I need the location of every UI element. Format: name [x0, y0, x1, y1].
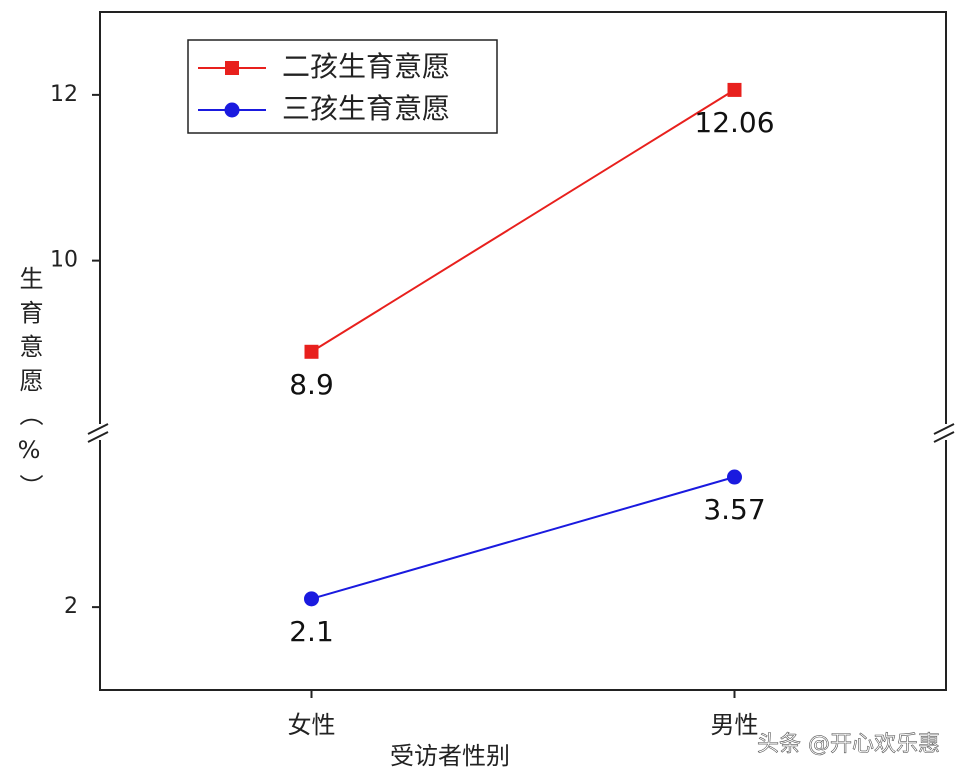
plot-frame — [99, 11, 947, 691]
y-axis-label: 生育意愿（%） — [15, 266, 43, 508]
data-label: 12.06 — [694, 106, 774, 139]
x-tick-label: 女性 — [288, 711, 336, 739]
marker — [304, 591, 319, 607]
data-label: 3.57 — [703, 493, 765, 526]
data-label: 2.1 — [289, 615, 334, 648]
data-label: 8.9 — [289, 368, 334, 401]
marker — [304, 344, 319, 359]
y-tick-label: 2 — [64, 594, 78, 619]
marker — [727, 82, 742, 97]
legend-label: 二孩生育意愿 — [282, 50, 450, 83]
series-line — [310, 89, 736, 353]
y-tick-label: 10 — [50, 248, 78, 273]
marker — [727, 469, 742, 485]
series-line — [311, 476, 735, 600]
x-axis-label: 受访者性别 — [390, 742, 510, 770]
marker — [224, 102, 240, 118]
axis-break — [87, 423, 956, 443]
marker — [225, 61, 239, 75]
legend-label: 三孩生育意愿 — [282, 92, 450, 125]
legend-box — [187, 39, 498, 134]
x-tick-label: 男性 — [711, 711, 759, 739]
watermark: 头条 @开心欢乐惠 — [757, 732, 940, 757]
y-tick-label: 12 — [50, 82, 78, 107]
